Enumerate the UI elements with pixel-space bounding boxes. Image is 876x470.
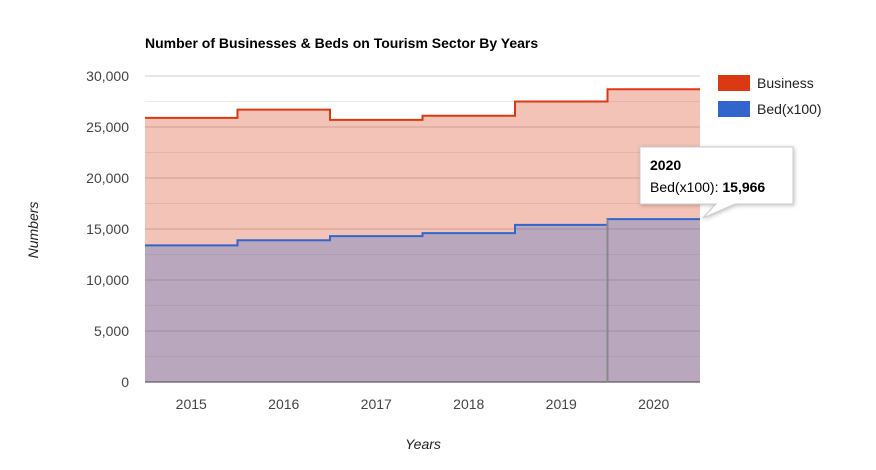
y-axis-ticks: 0 5,000 10,000 15,000 20,000 25,000 30,000: [86, 68, 129, 390]
series-areas: [145, 88, 700, 382]
tooltip-text: Bed(x100): 15,966: [650, 179, 765, 195]
legend: Business Bed(x100): [718, 75, 822, 117]
tooltip-title: 2020: [650, 157, 681, 173]
series-line-0: [145, 88, 700, 121]
tooltip: 2020 Bed(x100): 15,966: [639, 146, 794, 219]
legend-swatch: [718, 101, 750, 117]
tooltip-label: Bed(x100):: [650, 179, 722, 195]
y-tick-label: 15,000: [86, 221, 129, 237]
gridlines: [145, 75, 700, 383]
y-tick-label: 10,000: [86, 272, 129, 288]
y-tick-label: 20,000: [86, 170, 129, 186]
y-tick-label: 30,000: [86, 68, 129, 84]
series-area-1: [145, 219, 700, 382]
y-tick-label: 0: [121, 374, 129, 390]
y-tick-label: 25,000: [86, 119, 129, 135]
x-axis-title: Years: [405, 436, 441, 452]
y-tick-label: 5,000: [94, 323, 129, 339]
x-tick-label: 2019: [546, 396, 577, 412]
x-tick-label: 2017: [361, 396, 392, 412]
y-axis-title: Numbers: [25, 202, 41, 259]
x-tick-label: 2015: [176, 396, 207, 412]
tooltip-box: [639, 146, 794, 219]
legend-swatch: [718, 75, 750, 91]
legend-label: Bed(x100): [757, 101, 822, 117]
x-tick-label: 2016: [268, 396, 299, 412]
chart-title: Number of Businesses & Beds on Tourism S…: [145, 35, 538, 51]
tooltip-value: 15,966: [722, 179, 765, 195]
legend-label: Business: [757, 75, 814, 91]
x-tick-label: 2018: [453, 396, 484, 412]
x-axis-ticks: 2015 2016 2017 2018 2019 2020: [176, 396, 670, 412]
x-tick-label: 2020: [638, 396, 669, 412]
